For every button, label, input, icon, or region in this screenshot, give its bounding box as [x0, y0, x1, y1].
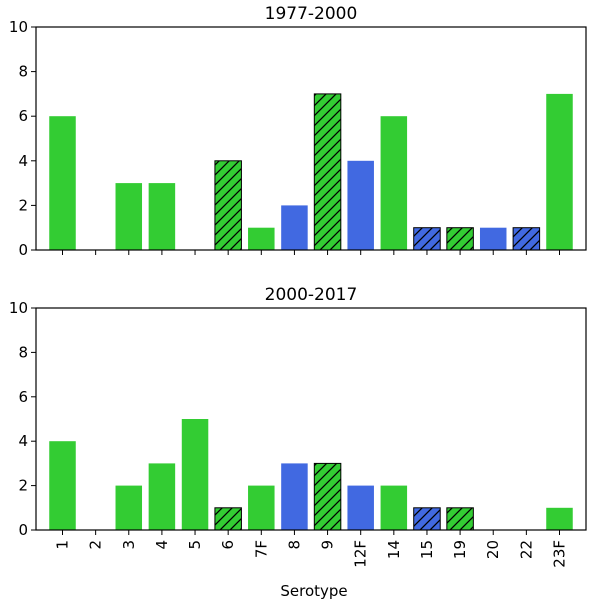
bar-hatch-22	[512, 227, 541, 251]
bar-8	[281, 205, 308, 250]
bar-hatch-15	[413, 507, 441, 531]
y-tick-label: 2	[18, 196, 28, 214]
y-tick-label: 10	[9, 299, 28, 317]
bar-hatch-19	[446, 227, 474, 251]
bar-7F	[248, 485, 275, 530]
bar-7F	[248, 227, 275, 250]
axes-frame	[35, 26, 587, 251]
y-tick-label: 4	[18, 432, 28, 450]
bar-23F	[546, 93, 573, 251]
bar-14	[380, 485, 408, 530]
y-tick-label: 10	[9, 18, 28, 36]
bar-1	[49, 116, 76, 250]
x-tick-label: 20	[484, 540, 502, 559]
y-tick-label: 8	[18, 63, 28, 81]
x-tick-label: 8	[285, 540, 303, 550]
bar-23F	[546, 507, 573, 530]
x-axis-label: Serotype	[280, 582, 347, 600]
x-tick-label: 12F	[352, 540, 370, 568]
panel-1: 1977-2000 0 2 4 6 8 10	[9, 4, 587, 259]
bar-hatch-9	[313, 462, 342, 531]
bar-hatch-6	[214, 507, 242, 531]
bar-5	[181, 419, 209, 530]
x-tick-label: 22	[517, 540, 535, 559]
x-tick-label: 3	[120, 540, 138, 550]
x-tick-label: 9	[319, 540, 337, 550]
bar-12F	[347, 160, 374, 250]
x-tick-label: 1	[54, 540, 72, 550]
bar-hatch-9	[313, 93, 342, 251]
bar-14	[380, 116, 408, 250]
bar-4	[148, 183, 176, 250]
panel-title: 1977-2000	[265, 4, 358, 24]
y-tick-label: 0	[18, 241, 28, 259]
bar-hatch-15	[413, 227, 441, 251]
y-tick-label: 6	[18, 388, 28, 406]
y-tick-label: 8	[18, 343, 28, 361]
y-tick-label: 4	[18, 152, 28, 170]
x-tick-label: 6	[219, 540, 237, 550]
bar-hatch-6	[214, 160, 242, 251]
x-tick-label: 4	[153, 540, 171, 550]
axes-frame	[35, 307, 587, 531]
bar-20	[479, 227, 507, 250]
y-tick-label: 6	[18, 107, 28, 125]
y-tick-label: 2	[18, 477, 28, 495]
bar-1	[49, 441, 76, 530]
x-tick-label: 14	[385, 540, 403, 559]
bar-3	[115, 183, 143, 250]
bar-8	[281, 463, 308, 530]
bar-4	[148, 463, 176, 530]
x-tick-label: 2	[87, 540, 105, 550]
x-tick-label: 15	[418, 540, 436, 559]
bar-12F	[347, 485, 374, 530]
panel-title: 2000-2017	[265, 285, 358, 305]
x-tick-label: 5	[186, 540, 204, 550]
bar-hatch-19	[446, 507, 474, 531]
x-tick-label: 7F	[252, 540, 270, 558]
x-tick-label: 19	[451, 540, 469, 559]
y-tick-label: 0	[18, 521, 28, 539]
bar-3	[115, 485, 143, 530]
x-tick-label: 23F	[550, 540, 568, 568]
